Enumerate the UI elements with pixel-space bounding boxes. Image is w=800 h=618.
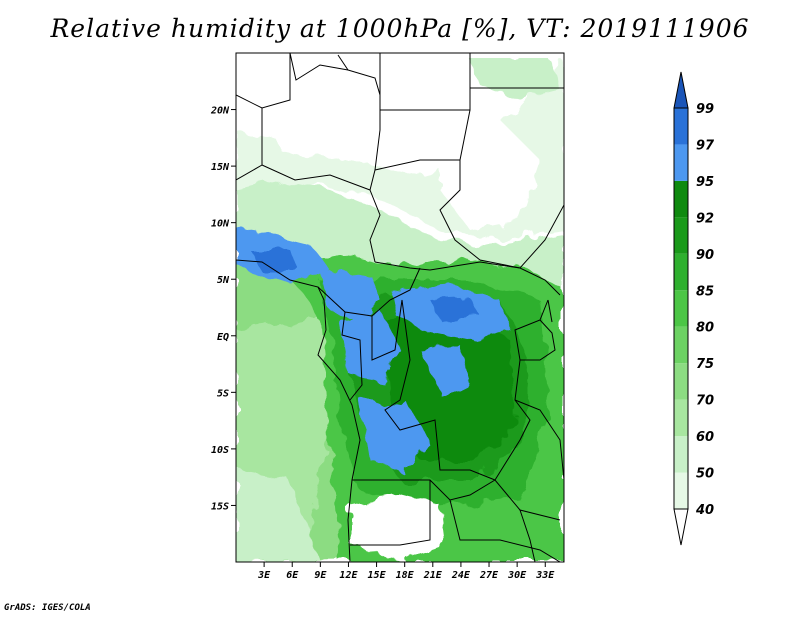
colorbar-level-label: 80	[696, 321, 714, 336]
credit-label: GrADS: IGES/COLA	[4, 603, 91, 613]
x-tick-label: 30E	[507, 570, 527, 581]
y-tick-label: 10N	[211, 219, 230, 230]
x-tick-label: 15E	[368, 570, 387, 581]
colorbar-level-label: 40	[695, 503, 714, 518]
colorbar-level-label: 60	[696, 430, 714, 445]
colorbar-segment	[674, 253, 688, 291]
colorbar-level-label: 92	[696, 211, 714, 226]
y-tick-label: 10S	[211, 445, 229, 456]
y-axis: 20N 15N 10N 5N EQ 5S 10S 15S	[210, 106, 236, 512]
colorbar-segment	[674, 472, 688, 509]
colorbar-segment	[674, 108, 688, 145]
colorbar-segment	[674, 436, 688, 473]
country-borders	[236, 53, 564, 562]
y-tick-label: 5N	[217, 275, 230, 286]
colorbar-min-arrow	[673, 508, 689, 546]
colorbar: 40 50 60 70 75 80 85 90 92 95 97 99	[673, 71, 715, 546]
colorbar-segment	[674, 217, 688, 254]
colorbar-level-label: 85	[696, 284, 714, 299]
colorbar-level-label: 99	[696, 102, 714, 117]
colorbar-segment	[674, 290, 688, 327]
humidity-field	[236, 53, 564, 562]
x-tick-label: 12E	[339, 570, 358, 581]
x-tick-label: 18E	[396, 570, 415, 581]
y-tick-label: 20N	[210, 106, 230, 117]
y-tick-label: 5S	[217, 388, 229, 399]
colorbar-segment	[674, 363, 688, 400]
colorbar-segment	[674, 180, 688, 218]
x-tick-label: 24E	[451, 570, 471, 581]
x-axis: 3E 6E 9E 12E 15E 18E 21E 24E 27E 30E 33E	[257, 562, 555, 581]
y-tick-label: 15N	[211, 162, 230, 173]
x-tick-label: 33E	[535, 570, 555, 581]
colorbar-segment	[674, 144, 688, 181]
y-tick-label: 15S	[211, 501, 229, 512]
colorbar-level-label: 97	[696, 138, 715, 153]
colorbar-segment	[674, 326, 688, 364]
colorbar-level-label: 75	[696, 357, 714, 372]
colorbar-outline	[673, 107, 689, 510]
x-tick-label: 27E	[479, 570, 499, 581]
x-tick-label: 6E	[286, 570, 299, 581]
map-frame	[235, 52, 565, 563]
y-tick-label: EQ	[217, 332, 229, 343]
colorbar-max-arrow	[673, 71, 689, 109]
colorbar-level-label: 50	[696, 467, 714, 482]
x-tick-label: 9E	[314, 570, 327, 581]
colorbar-level-label: 70	[696, 394, 714, 409]
x-tick-label: 21E	[423, 570, 443, 581]
x-tick-label: 3E	[257, 570, 271, 581]
colorbar-level-label: 90	[696, 248, 714, 263]
colorbar-level-label: 95	[696, 175, 714, 190]
colorbar-segment	[674, 399, 688, 437]
map-title: Relative humidity at 1000hPa [%], VT: 20…	[50, 14, 750, 43]
